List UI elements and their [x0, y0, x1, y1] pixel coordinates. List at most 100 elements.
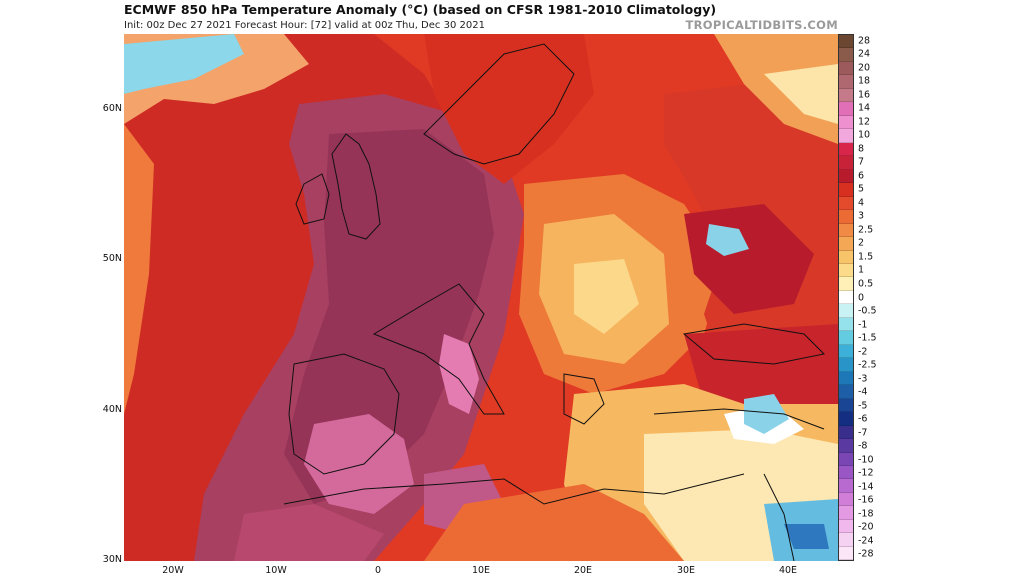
color-scale-swatch — [839, 519, 853, 534]
color-scale-swatch — [839, 169, 853, 184]
color-scale-swatch — [839, 452, 853, 466]
color-scale-label: 2.5 — [858, 224, 874, 236]
color-scale-swatch — [839, 533, 853, 547]
color-scale-label: 7 — [858, 156, 865, 168]
sahara-region — [424, 484, 684, 561]
color-scale-label: 1.5 — [858, 251, 874, 263]
anomaly-map — [124, 34, 838, 561]
color-scale-swatch — [839, 506, 853, 520]
lon-label-0: 0 — [374, 565, 382, 576]
color-scale-label: -18 — [858, 507, 874, 519]
color-scale-swatch — [839, 115, 853, 130]
color-scale-label: 3 — [858, 210, 865, 222]
color-scale-label: 16 — [858, 89, 871, 101]
color-scale-label: -5 — [858, 399, 868, 411]
color-scale-label: -10 — [858, 453, 874, 465]
anomaly-core — [284, 129, 494, 504]
color-scale-swatch — [839, 344, 853, 359]
ireland-outline — [295, 173, 330, 225]
chart-header: ECMWF 850 hPa Temperature Anomaly (°C) (… — [124, 2, 844, 34]
color-scale-swatch — [839, 210, 853, 224]
color-scale-label: 0.5 — [858, 278, 874, 290]
color-scale-swatch — [839, 223, 853, 238]
color-scale-label: 6 — [858, 170, 865, 182]
anomaly-field — [124, 34, 838, 561]
color-scale-label: 8 — [858, 143, 865, 155]
color-scale-label: -14 — [858, 480, 874, 492]
color-scale-swatch — [839, 88, 853, 103]
color-scale-swatch — [839, 479, 853, 493]
black-sea-outline — [682, 323, 826, 365]
coastlines — [283, 43, 826, 561]
color-scale-label: -7 — [858, 426, 868, 438]
color-scale-swatch — [839, 35, 853, 49]
color-scale-label: -0.5 — [858, 305, 877, 317]
color-scale-label: 4 — [858, 197, 865, 209]
source-brand: TROPICALTIDBITS.COM — [685, 18, 838, 32]
lon-label-20w: 20W — [162, 565, 184, 576]
color-scale-swatch — [839, 412, 853, 426]
forecast-info: Init: 00z Dec 27 2021 Forecast Hour: [72… — [124, 20, 485, 31]
color-scale-label: 12 — [858, 116, 871, 128]
color-scale-label: 0 — [858, 291, 865, 303]
color-scale-label: 14 — [858, 102, 871, 114]
color-scale-swatch — [839, 317, 853, 332]
color-scale-swatch — [839, 250, 853, 264]
scandinavia-outline — [423, 43, 575, 165]
color-scale-swatch — [839, 385, 853, 399]
southwest-anomaly — [234, 504, 384, 561]
anatolia-coast — [653, 408, 825, 430]
north-africa-coast — [283, 473, 745, 505]
map-title: ECMWF 850 hPa Temperature Anomaly (°C) (… — [124, 2, 717, 17]
color-scale-labels: 28 24 20 18 16 14 12 10 8 7 6 5 4 3 2.5 2 1.5 1 0.5 0 -0.5 -1… — [858, 34, 898, 561]
color-scale-label: 5 — [858, 183, 865, 195]
northwest-cold-patch — [124, 34, 244, 94]
color-scale-swatch — [839, 425, 853, 440]
color-scale-label: -16 — [858, 494, 874, 506]
lat-label-50n: 50N — [102, 253, 122, 264]
color-scale-label: 2 — [858, 237, 865, 249]
lat-label-40n: 40N — [102, 404, 122, 415]
france-italy-outline — [372, 283, 505, 415]
color-scale-label: -1 — [858, 318, 868, 330]
color-scale-label: -8 — [858, 440, 868, 452]
color-scale-label: -12 — [858, 467, 874, 479]
color-scale-swatch — [839, 398, 853, 413]
color-scale-swatch — [839, 331, 853, 345]
color-scale-swatch — [839, 183, 853, 197]
great-britain-outline — [331, 133, 381, 240]
color-scale-swatch — [839, 439, 853, 453]
color-scale-swatch — [839, 358, 853, 372]
lon-label-30e: 30E — [676, 565, 696, 576]
lon-label-10e: 10E — [471, 565, 491, 576]
west-edge-region — [124, 124, 154, 414]
color-scale-swatch — [839, 142, 853, 157]
color-scale-swatch — [839, 304, 853, 318]
color-scale-swatch — [839, 237, 853, 251]
color-scale-label: 1 — [858, 264, 865, 276]
color-scale-swatch — [839, 546, 853, 561]
lat-label-30n: 30N — [102, 554, 122, 565]
scandinavia-region — [424, 34, 594, 184]
northeast-mild — [714, 34, 838, 144]
greece-outline — [563, 373, 605, 425]
color-scale-swatch — [839, 156, 853, 170]
color-scale-label: 18 — [858, 75, 871, 87]
color-scale-swatch — [839, 277, 853, 291]
ukraine-cool-patch — [706, 224, 749, 256]
iberia-maximum — [304, 414, 414, 514]
color-scale-label: -2.5 — [858, 359, 877, 371]
lon-label-40e: 40E — [778, 565, 798, 576]
balkans-mild — [574, 259, 639, 334]
color-scale-swatch — [839, 492, 853, 507]
color-scale-label: -6 — [858, 413, 868, 425]
color-scale — [838, 34, 854, 561]
color-scale-label: -1.5 — [858, 332, 877, 344]
color-scale-label: 28 — [858, 35, 871, 46]
color-scale-label: -4 — [858, 386, 868, 398]
color-scale-swatch — [839, 371, 853, 386]
italy-maximum — [439, 334, 479, 414]
color-scale-swatch — [839, 102, 853, 116]
lat-label-60n: 60N — [102, 103, 122, 114]
color-scale-label: -24 — [858, 534, 874, 546]
